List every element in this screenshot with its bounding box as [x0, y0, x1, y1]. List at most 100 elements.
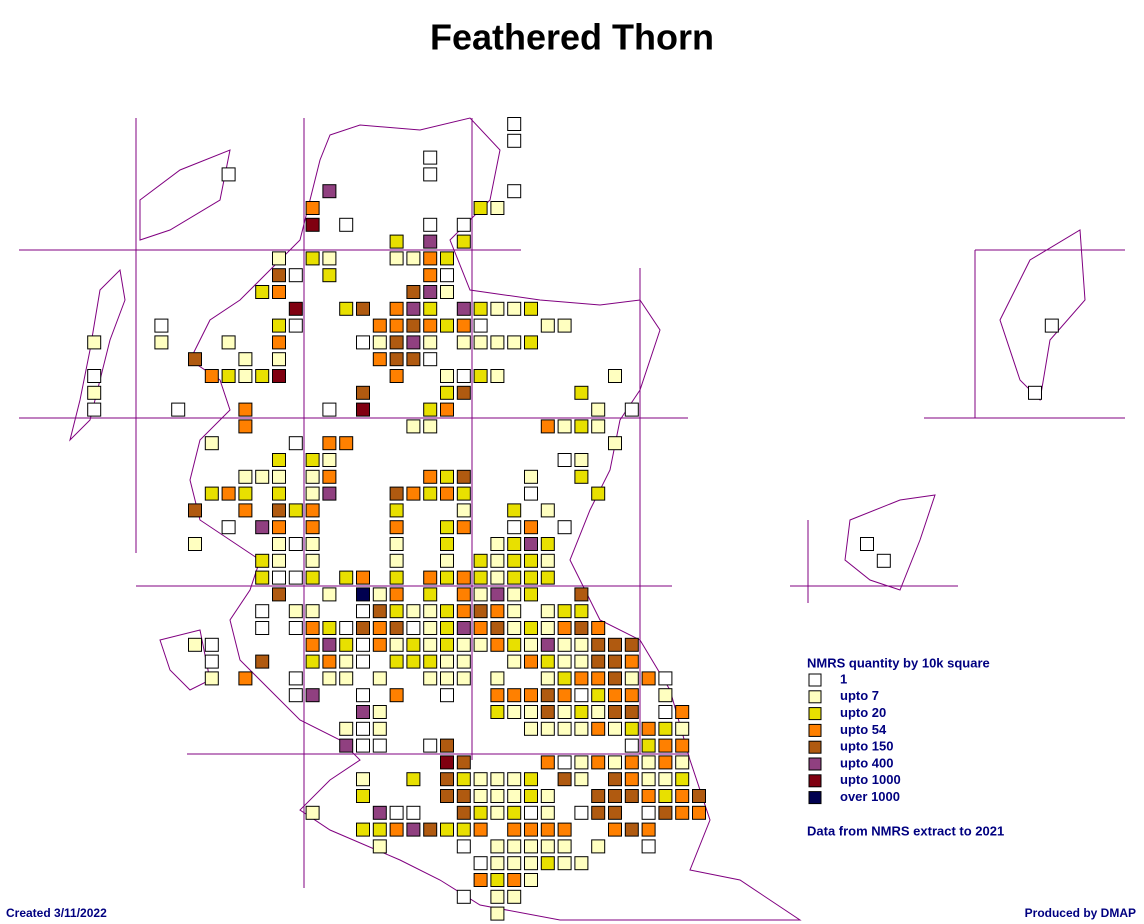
- grid-square: [456, 839, 471, 854]
- grid-square: [624, 755, 639, 770]
- grid-square: [372, 738, 387, 753]
- grid-square: [356, 570, 370, 585]
- grid-square: [423, 637, 438, 652]
- grid-square: [507, 772, 522, 787]
- produced-note: Produced by DMAP: [1025, 906, 1136, 920]
- grid-square: [456, 503, 471, 518]
- grid-square: [272, 352, 286, 367]
- grid-square: [238, 369, 253, 383]
- grid-square: [624, 705, 639, 719]
- grid-square: [255, 285, 270, 299]
- grid-square: [473, 201, 488, 215]
- grid-square: [339, 217, 354, 232]
- grid-square: [473, 873, 488, 887]
- grid-square: [255, 520, 270, 535]
- grid-square: [473, 369, 488, 383]
- grid-square: [524, 654, 538, 669]
- grid-square: [557, 453, 572, 467]
- grid-square: [456, 822, 471, 837]
- grid-square: [540, 553, 555, 568]
- grid-square: [524, 805, 538, 820]
- grid-square: [288, 621, 303, 635]
- grid-square: [507, 889, 522, 904]
- grid-square: [591, 671, 606, 686]
- grid-square: [440, 755, 454, 770]
- grid-square: [389, 604, 404, 619]
- grid-square: [608, 705, 622, 719]
- grid-square: [490, 369, 505, 383]
- grid-square: [322, 469, 337, 484]
- grid-square: [540, 318, 555, 333]
- grid-square: [440, 268, 454, 283]
- grid-square: [574, 856, 589, 871]
- grid-square: [423, 234, 438, 249]
- grid-square: [322, 637, 337, 652]
- grid-square: [490, 301, 505, 316]
- grid-square: [658, 772, 673, 787]
- grid-square: [524, 553, 538, 568]
- grid-square: [221, 520, 236, 535]
- grid-square: [524, 688, 538, 703]
- grid-square: [339, 654, 354, 669]
- grid-square: [490, 335, 505, 350]
- grid-square: [238, 503, 253, 518]
- grid-square: [272, 587, 286, 602]
- grid-square: [356, 385, 370, 400]
- grid-square: [641, 755, 656, 770]
- grid-square: [87, 402, 102, 417]
- grid-square: [440, 654, 454, 669]
- grid-square: [591, 688, 606, 703]
- grid-square: [490, 604, 505, 619]
- grid-square: [440, 772, 454, 787]
- grid-square: [574, 755, 589, 770]
- map-lines: [19, 117, 1125, 921]
- grid-square: [507, 184, 522, 199]
- grid-square: [272, 537, 286, 551]
- grid-square: [507, 553, 522, 568]
- grid-square: [507, 537, 522, 551]
- grid-square: [305, 486, 320, 501]
- grid-square: [456, 604, 471, 619]
- grid-square: [557, 839, 572, 854]
- grid-square: [272, 285, 286, 299]
- grid-square: [675, 755, 690, 770]
- grid-square: [591, 789, 606, 803]
- grid-square: [372, 587, 387, 602]
- grid-square: [507, 604, 522, 619]
- grid-square: [440, 604, 454, 619]
- grid-square: [540, 755, 555, 770]
- grid-square: [524, 873, 538, 887]
- grid-square: [440, 688, 454, 703]
- grid-square: [272, 369, 286, 383]
- grid-square: [272, 453, 286, 467]
- grid-square: [322, 436, 337, 451]
- grid-square: [204, 637, 219, 652]
- grid-square: [692, 805, 706, 820]
- grid-square: [440, 520, 454, 535]
- grid-square: [423, 217, 438, 232]
- grid-square: [272, 251, 286, 266]
- grid-square: [272, 268, 286, 283]
- grid-square: [540, 503, 555, 518]
- grid-square: [406, 419, 421, 434]
- grid-square: [557, 755, 572, 770]
- grid-square: [221, 335, 236, 350]
- grid-square: [574, 705, 589, 719]
- grid-square: [372, 805, 387, 820]
- grid-square: [356, 637, 370, 652]
- grid-square: [574, 688, 589, 703]
- grid-square: [423, 469, 438, 484]
- grid-square: [389, 335, 404, 350]
- grid-square: [339, 301, 354, 316]
- grid-square: [675, 805, 690, 820]
- grid-square: [490, 201, 505, 215]
- grid-square: [372, 621, 387, 635]
- grid-square: [591, 755, 606, 770]
- grid-square: [675, 738, 690, 753]
- grid-square: [540, 721, 555, 736]
- grid-square: [1044, 318, 1059, 333]
- grid-square: [272, 553, 286, 568]
- grid-square: [305, 688, 320, 703]
- grid-square: [524, 637, 538, 652]
